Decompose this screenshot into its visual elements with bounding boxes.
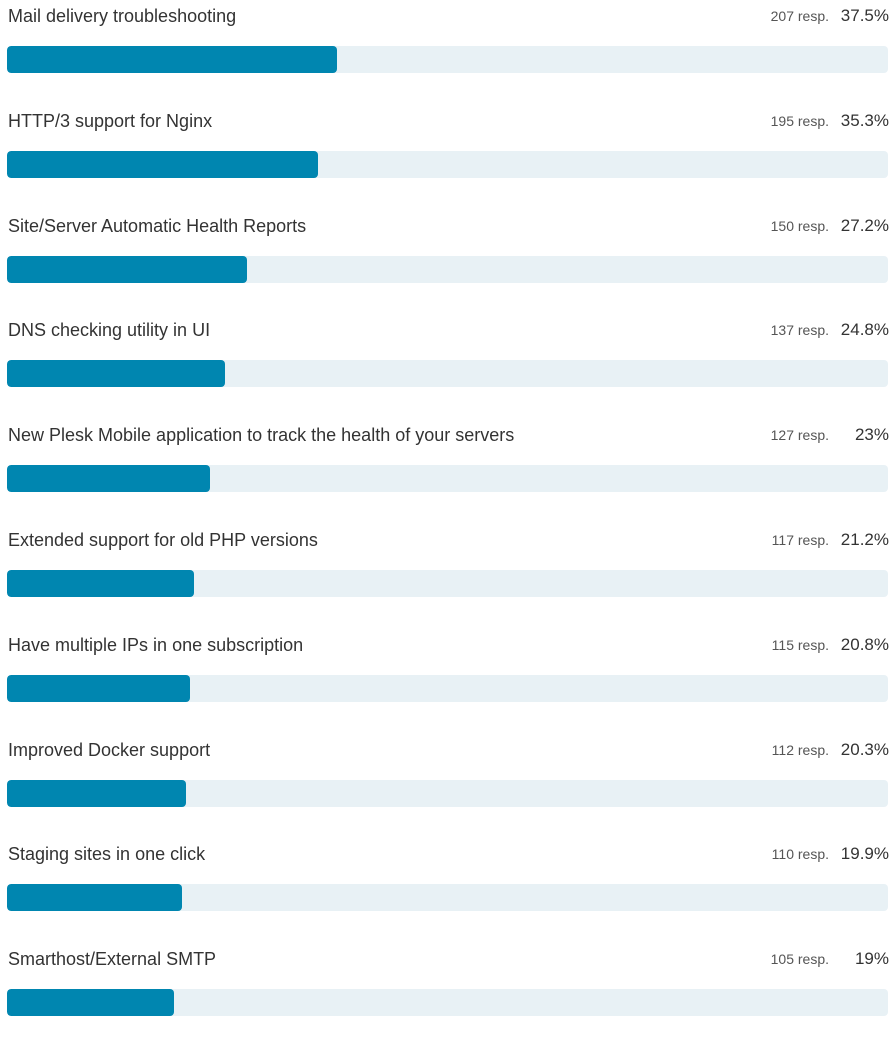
percent-label: 37.5% — [840, 6, 889, 25]
bar-row: Extended support for old PHP versions 117… — [0, 525, 896, 625]
bar-fill — [7, 674, 191, 702]
percent-label: 24.8% — [840, 320, 889, 340]
percent-label: 21.2% — [840, 530, 889, 549]
option-label: New Plesk Mobile application to track th… — [8, 425, 515, 446]
percent-label: 19% — [854, 949, 889, 969]
bar-fill — [7, 46, 338, 73]
response-count: 195 resp. — [770, 112, 829, 129]
option-label: Site/Server Automatic Health Reports — [8, 215, 307, 236]
bar-track — [7, 46, 888, 73]
response-count: 207 resp. — [770, 8, 829, 24]
bar-track — [7, 360, 888, 388]
bar-fill — [7, 360, 226, 388]
bar-row: Mail delivery troubleshooting 207 resp. 37… — [0, 1, 896, 101]
bar-track — [7, 989, 888, 1017]
bar-track — [7, 570, 888, 597]
response-count: 127 resp. — [770, 427, 829, 444]
response-count: 105 resp. — [770, 951, 829, 968]
response-count: 112 resp. — [771, 741, 829, 758]
bar-fill — [7, 570, 194, 597]
bar-row: New Plesk Mobile application to track th… — [0, 420, 896, 520]
bar-row: Site/Server Automatic Health Reports 150 … — [0, 211, 896, 311]
bar-track — [7, 150, 888, 178]
bar-track — [7, 465, 888, 493]
bar-fill — [7, 255, 247, 283]
response-count: 115 resp. — [771, 636, 829, 653]
response-count: 137 resp. — [770, 322, 829, 339]
percent-label: 20.8% — [840, 634, 889, 654]
option-label: Smarthost/External SMTP — [8, 949, 217, 970]
option-label: Extended support for old PHP versions — [8, 530, 318, 550]
percent-label: 23% — [854, 425, 889, 445]
percent-label: 19.9% — [840, 844, 889, 864]
bar-track — [7, 674, 888, 702]
option-label: Mail delivery troubleshooting — [8, 6, 237, 26]
bar-track — [7, 779, 888, 807]
percent-label: 27.2% — [840, 215, 889, 235]
bar-row: Staging sites in one click 110 resp. 19.9% — [0, 839, 896, 939]
option-label: HTTP/3 support for Nginx — [8, 110, 213, 131]
response-count: 117 resp. — [771, 532, 829, 548]
bar-fill — [7, 779, 186, 807]
bar-row: HTTP/3 support for Nginx 195 resp. 35.3% — [0, 106, 896, 206]
bar-row: DNS checking utility in UI 137 resp. 24.8% — [0, 315, 896, 415]
bar-row: Smarthost/External SMTP 105 resp. 19% — [0, 944, 896, 1044]
bar-row: Have multiple IPs in one subscription 115… — [0, 630, 896, 730]
bar-fill — [7, 884, 183, 912]
bar-track — [7, 255, 888, 283]
bar-fill — [7, 150, 318, 178]
response-count: 110 resp. — [771, 846, 829, 863]
percent-label: 20.3% — [840, 739, 889, 759]
bar-fill — [7, 465, 210, 493]
option-label: Staging sites in one click — [8, 844, 206, 865]
bar-track — [7, 884, 888, 912]
response-count: 150 resp. — [770, 217, 829, 234]
percent-label: 35.3% — [840, 110, 889, 130]
bar-fill — [7, 989, 175, 1017]
option-label: DNS checking utility in UI — [8, 320, 211, 341]
option-label: Have multiple IPs in one subscription — [8, 634, 304, 655]
bar-row: Improved Docker support 112 resp. 20.3% — [0, 735, 896, 835]
option-label: Improved Docker support — [8, 739, 211, 760]
